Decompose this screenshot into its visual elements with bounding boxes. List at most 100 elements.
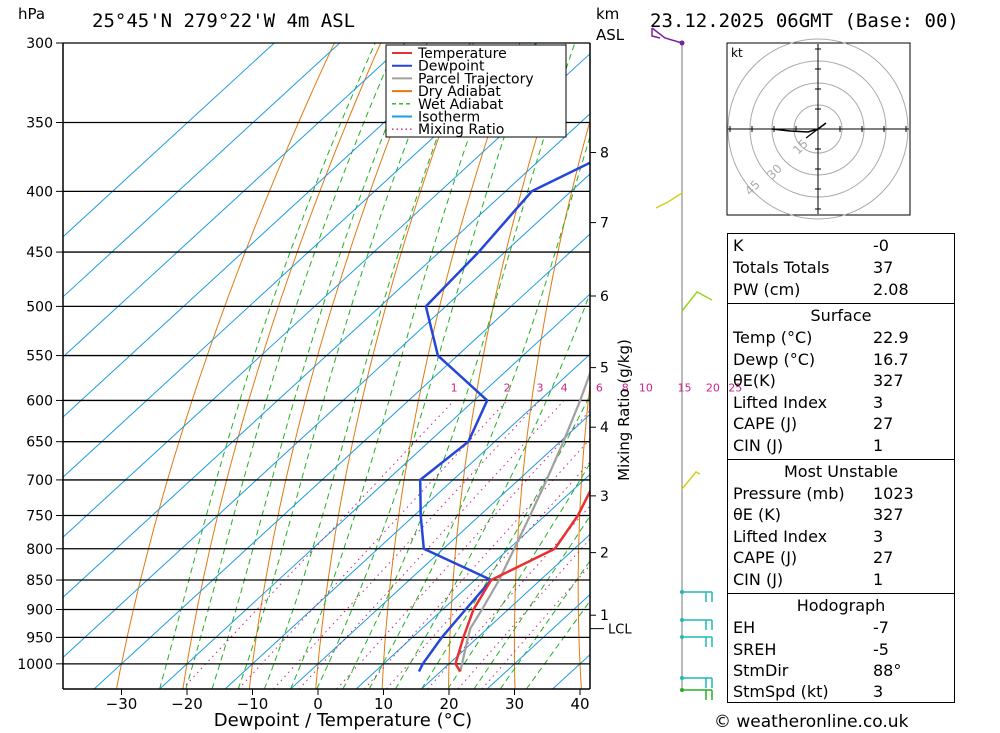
wind-barb (655, 192, 683, 209)
mixing-ratio-line (481, 564, 590, 689)
index-value: 3 (873, 527, 884, 546)
wet-adiabat-line (525, 600, 590, 689)
pressure-tick-label: 800 (26, 542, 53, 558)
dry-adiabat-line (115, 43, 335, 689)
mixing-ratio-label: 6 (596, 381, 603, 394)
index-label: Lifted Index (733, 393, 828, 412)
hodograph-row: SREH -5 (728, 640, 954, 661)
location-title: 25°45'N 279°22'W 4m ASL (92, 10, 355, 32)
wind-barb (681, 291, 713, 312)
pressure-tick-label: 350 (26, 115, 53, 131)
pressure-tick-label: 900 (26, 603, 53, 619)
legend-label: Isotherm (418, 110, 480, 126)
index-label: Totals Totals (733, 258, 830, 277)
surface-section-title: Surface (810, 306, 872, 325)
wet-adiabat-line (159, 43, 376, 689)
pressure-tick-label: 950 (26, 630, 53, 646)
isotherm-line (420, 533, 590, 689)
pressure-unit-label: hPa (18, 5, 45, 23)
index-label: SREH (733, 640, 777, 659)
hodograph-row: StmDir 88° (728, 661, 954, 682)
wind-barb (651, 27, 683, 44)
x-tick-label: −10 (237, 695, 269, 713)
most-unstable-row: Pressure (mb) 1023 (728, 484, 954, 505)
mixing-ratio-label: 15 (678, 381, 692, 394)
x-tick-label: 40 (570, 695, 589, 713)
surface-row: θE(K) 327 (728, 371, 954, 392)
mixing-ratio-line (181, 400, 455, 689)
dry-adiabat-line (975, 43, 1000, 694)
dry-adiabat-line (315, 43, 474, 689)
mixing-ratio-label: 4 (561, 381, 568, 394)
wind-point (680, 618, 684, 622)
index-label: StmDir (733, 661, 789, 680)
most-unstable-row: CAPE (J) 27 (728, 548, 954, 569)
mixing-ratio-label: 3 (536, 381, 543, 394)
index-value: 27 (873, 414, 894, 433)
index-value: 3 (873, 393, 884, 412)
km-tick-label: 5 (600, 361, 609, 377)
wet-adiabat-line (290, 43, 504, 689)
pressure-tick-label: 450 (26, 245, 53, 261)
parcel-trajectory-line (459, 370, 590, 672)
index-label: CIN (J) (733, 570, 784, 589)
pressure-tick-label: 600 (26, 393, 53, 409)
pressure-tick-label: 400 (26, 184, 53, 200)
legend-label: Mixing Ratio (418, 122, 504, 138)
legend-label: Temperature (417, 46, 507, 62)
km-tick-label: 4 (600, 420, 609, 436)
wind-point (680, 635, 684, 639)
index-value: 327 (873, 371, 904, 390)
x-tick-label: 0 (313, 695, 323, 713)
index-value: 22.9 (873, 328, 909, 347)
index-label: CAPE (J) (733, 414, 798, 433)
datetime-title: 23.12.2025 06GMT (Base: 00) (650, 10, 959, 32)
index-label: Pressure (mb) (733, 484, 845, 503)
mixing-ratio-label: 20 (706, 381, 720, 394)
index-value: 327 (873, 505, 904, 524)
pressure-tick-label: 700 (26, 473, 53, 489)
storm-motion-vector (805, 128, 819, 139)
km-tick-label: 8 (600, 146, 609, 162)
index-label: θE(K) (733, 371, 776, 390)
wet-adiabat-line (263, 43, 474, 689)
x-tick-label: −30 (106, 695, 138, 713)
isotherm-line (93, 233, 590, 689)
indices-table: K -0 Totals Totals 37 PW (cm) 2.08 Surface … (727, 233, 955, 703)
isotherm-line (355, 473, 590, 689)
wind-barb (681, 471, 701, 490)
index-label: Temp (°C) (733, 328, 813, 347)
legend-label: Dewpoint (418, 59, 485, 75)
legend-label: Parcel Trajectory (418, 71, 534, 87)
index-label: EH (733, 618, 756, 637)
lcl-label: LCL (608, 623, 632, 638)
index-label: CAPE (J) (733, 548, 798, 567)
isotherm-line (63, 173, 590, 659)
x-axis-label: Dewpoint / Temperature (°C) (214, 710, 472, 731)
km-tick-label: 6 (600, 289, 609, 305)
dry-adiabat-line (182, 43, 382, 689)
pressure-tick-label: 500 (26, 299, 53, 315)
index-label: PW (cm) (733, 280, 801, 299)
isotherm-line (63, 43, 341, 298)
sounding-series (417, 161, 590, 673)
isotherm-line (63, 43, 537, 478)
mixing-ratio-label: 8 (622, 381, 629, 394)
index-value: 1023 (873, 484, 914, 503)
most-unstable-row: CIN (J) 1 (728, 570, 954, 591)
isotherm-line (63, 43, 275, 238)
wind-point (680, 688, 684, 692)
index-value: -7 (873, 618, 889, 637)
pressure-tick-label: 550 (26, 349, 53, 365)
hodograph-row: EH -7 (728, 618, 954, 639)
index-label: Dewp (°C) (733, 350, 816, 369)
mixing-ratio-label: 10 (639, 381, 653, 394)
mixing-ratio-label: 2 (504, 381, 511, 394)
dewpoint-line (417, 161, 590, 673)
hodograph: kt 15 30 45 (726, 38, 911, 220)
surface-row: CAPE (J) 27 (728, 414, 954, 435)
mixing-ratio-labels: 1 2 3 4 6 8 10 15 20 25 (451, 381, 743, 394)
